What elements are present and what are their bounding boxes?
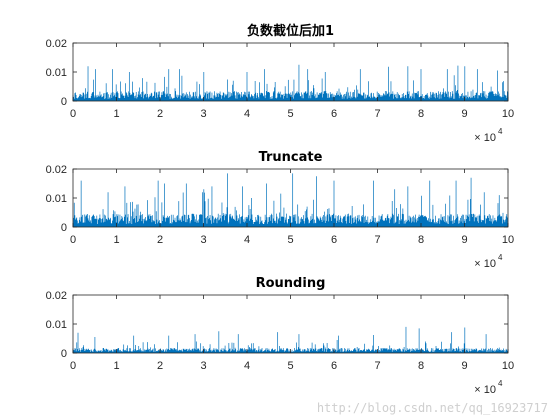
x-tick-label: 6 xyxy=(331,360,337,372)
x-multiplier-label: × 10 xyxy=(474,132,496,144)
y-tick-label: 0 xyxy=(61,222,67,234)
x-tick-label: 9 xyxy=(461,360,467,372)
x-multiplier-label: × 10 xyxy=(474,258,496,270)
y-tick-label: 0.02 xyxy=(46,38,67,50)
x-tick-label: 2 xyxy=(157,108,163,120)
x-tick-label: 0 xyxy=(70,360,76,372)
x-tick-label: 2 xyxy=(157,234,163,246)
x-exponent-label: 4 xyxy=(498,253,503,262)
y-tick-label: 0 xyxy=(61,348,67,360)
subplot-title: Truncate xyxy=(259,150,323,165)
x-tick-label: 5 xyxy=(287,234,293,246)
y-tick-label: 0.01 xyxy=(46,319,67,331)
y-tick-label: 0.01 xyxy=(46,193,67,205)
x-tick-label: 9 xyxy=(461,108,467,120)
y-tick-label: 0.02 xyxy=(46,290,67,302)
x-tick-label: 5 xyxy=(287,108,293,120)
x-tick-label: 6 xyxy=(331,108,337,120)
x-tick-label: 0 xyxy=(70,108,76,120)
x-tick-label: 9 xyxy=(461,234,467,246)
x-tick-label: 1 xyxy=(113,108,119,120)
x-tick-label: 1 xyxy=(113,360,119,372)
x-tick-label: 8 xyxy=(418,108,424,120)
x-tick-label: 5 xyxy=(287,360,293,372)
x-tick-label: 0 xyxy=(70,234,76,246)
x-tick-label: 4 xyxy=(244,234,250,246)
x-tick-label: 10 xyxy=(502,234,514,246)
x-tick-label: 1 xyxy=(113,234,119,246)
subplot-title: 负数截位后加1 xyxy=(247,23,334,39)
y-tick-label: 0.01 xyxy=(46,67,67,79)
x-tick-label: 8 xyxy=(418,360,424,372)
watermark-text: http://blog.csdn.net/qq_16923717 xyxy=(317,401,548,415)
x-exponent-label: 4 xyxy=(498,127,503,136)
x-tick-label: 7 xyxy=(374,108,380,120)
y-tick-label: 0.02 xyxy=(46,164,67,176)
x-tick-label: 4 xyxy=(244,360,250,372)
x-tick-label: 4 xyxy=(244,108,250,120)
x-multiplier-label: × 10 xyxy=(474,384,496,396)
x-tick-label: 7 xyxy=(374,360,380,372)
x-tick-label: 3 xyxy=(200,108,206,120)
x-tick-label: 7 xyxy=(374,234,380,246)
subplot-title: Rounding xyxy=(256,276,326,291)
x-exponent-label: 4 xyxy=(498,379,503,388)
x-tick-label: 2 xyxy=(157,360,163,372)
x-tick-label: 6 xyxy=(331,234,337,246)
x-tick-label: 10 xyxy=(502,360,514,372)
y-tick-label: 0 xyxy=(61,96,67,108)
x-tick-label: 10 xyxy=(502,108,514,120)
x-tick-label: 3 xyxy=(200,360,206,372)
x-tick-label: 8 xyxy=(418,234,424,246)
x-tick-label: 3 xyxy=(200,234,206,246)
